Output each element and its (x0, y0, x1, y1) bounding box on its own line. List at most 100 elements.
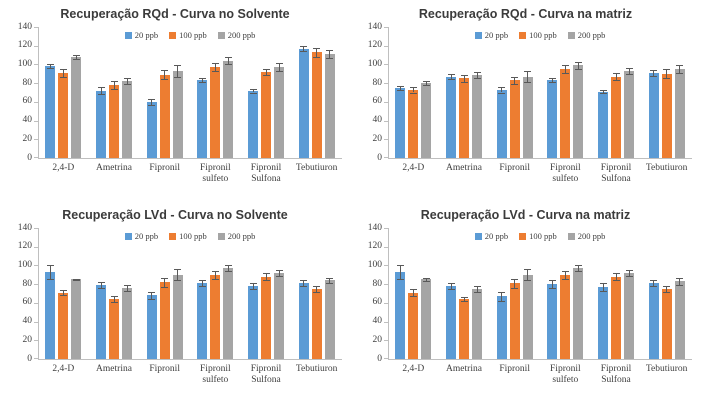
error-bar-cap (396, 265, 404, 267)
bar (261, 71, 271, 158)
error-bar-cap (224, 265, 232, 267)
y-axis-tick (384, 228, 388, 229)
error-bar-cap (498, 291, 506, 293)
y-axis-tick-label: 100 (367, 259, 382, 270)
error-bar-cap (561, 271, 569, 273)
error-bar-cap (110, 88, 118, 90)
y-axis-tick-label: 120 (367, 241, 382, 252)
error-bar-cap (123, 290, 131, 292)
legend-swatch-icon (169, 31, 177, 39)
y-axis-tick (384, 321, 388, 323)
bar (509, 283, 520, 359)
bar (598, 91, 608, 158)
bar (624, 70, 634, 158)
error-bar-cap (625, 275, 633, 277)
y-axis-tick (384, 340, 388, 342)
error-bar-cap (123, 84, 131, 86)
y-axis-tick-label: 40 (22, 115, 33, 126)
bar (58, 292, 69, 359)
error-bar (679, 65, 681, 73)
error-bar-cap (59, 295, 67, 297)
legend-item: 100 ppb (169, 30, 207, 40)
x-axis-category-label: Ametrina (96, 364, 132, 374)
error-bar-cap (275, 275, 283, 277)
error-bar (551, 280, 553, 288)
legend-label: 100 ppb (529, 231, 557, 241)
error-bar-cap (211, 70, 219, 72)
error-bar-cap (650, 280, 658, 282)
error-bar-cap (313, 56, 321, 58)
chart-title: Recuperação LVd - Curva na matriz (420, 208, 631, 222)
error-bar-cap (676, 277, 684, 279)
error-bar-cap (409, 296, 417, 298)
error-bar-cap (72, 278, 80, 280)
error-bar-cap (72, 280, 80, 282)
error-bar (252, 88, 254, 93)
error-bar-cap (574, 271, 582, 273)
error-bar-cap (650, 286, 658, 287)
error-bar-cap (574, 61, 582, 63)
y-axis-tick (34, 64, 38, 66)
error-bar-cap (110, 301, 118, 303)
legend-swatch-icon (217, 232, 225, 240)
bar (248, 90, 258, 158)
error-bar (316, 47, 318, 57)
chart-legend: 20 ppb 100 ppb 200 ppb (388, 30, 692, 40)
error-bar (476, 286, 478, 292)
bar (324, 280, 335, 359)
bar (509, 80, 520, 158)
error-bar-cap (498, 92, 506, 94)
error-bar-cap (574, 69, 582, 71)
legend-label: 100 ppb (529, 30, 557, 40)
y-axis-tick-label: 80 (22, 278, 33, 289)
bar (421, 83, 432, 158)
y-axis-tick-label: 100 (367, 58, 382, 69)
error-bar (151, 99, 153, 105)
error-bar (227, 265, 229, 272)
error-bar-cap (198, 286, 206, 287)
bar (598, 286, 608, 359)
x-axis-category-label: 2,4-D (402, 163, 425, 173)
error-bar-cap (161, 70, 169, 72)
error-bar (602, 89, 604, 94)
error-bar-cap (275, 70, 283, 72)
error-bar-cap (460, 297, 468, 299)
error-bar-cap (174, 269, 182, 271)
y-axis-tick-label: 120 (17, 241, 32, 252)
chart-legend: 20 ppb 100 ppb 200 ppb (38, 30, 342, 40)
error-bar (201, 78, 203, 83)
bar (624, 272, 634, 359)
y-axis-tick-label: 0 (377, 353, 382, 364)
y-axis-tick-label: 40 (372, 316, 383, 327)
legend-item: 20 ppb (474, 231, 508, 241)
y-axis-tick-label: 140 (367, 222, 382, 233)
legend-swatch-icon (474, 31, 482, 39)
y-axis-tick (384, 64, 388, 66)
bar (611, 276, 621, 359)
bar (560, 69, 571, 158)
bar (496, 296, 507, 359)
legend-swatch-icon (567, 31, 575, 39)
legend-item: 20 ppb (124, 231, 158, 241)
x-axis-category-label: Fipronil (499, 163, 530, 173)
error-bar (113, 296, 115, 302)
error-bar (527, 269, 529, 281)
error-bar (577, 61, 579, 70)
error-bar (49, 265, 51, 279)
legend-item: 20 ppb (474, 30, 508, 40)
error-bar (329, 50, 331, 58)
error-bar-cap (524, 70, 532, 72)
error-bar (100, 282, 102, 288)
y-axis-tick-label: 100 (17, 58, 32, 69)
error-bar-cap (396, 85, 404, 87)
legend-item: 100 ppb (169, 231, 207, 241)
error-bar (113, 81, 115, 89)
error-bar-cap (249, 92, 257, 94)
error-bar (126, 78, 128, 85)
error-bar (425, 81, 427, 85)
error-bar (666, 286, 668, 292)
error-bar-cap (59, 76, 67, 78)
legend-label: 200 ppb (227, 231, 256, 241)
y-axis-tick-label: 140 (367, 21, 382, 32)
